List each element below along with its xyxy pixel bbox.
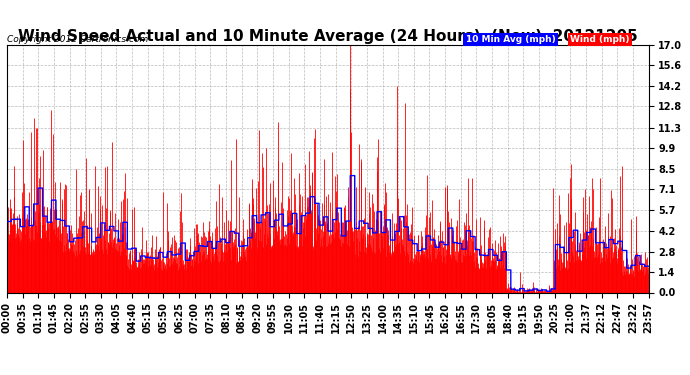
Text: Wind (mph): Wind (mph) (571, 35, 630, 44)
Title: Wind Speed Actual and 10 Minute Average (24 Hours)  (New)  20121205: Wind Speed Actual and 10 Minute Average … (18, 29, 638, 44)
Text: 10 Min Avg (mph): 10 Min Avg (mph) (466, 35, 555, 44)
Text: Copyright 2012 Cartronics.com: Copyright 2012 Cartronics.com (7, 35, 148, 44)
